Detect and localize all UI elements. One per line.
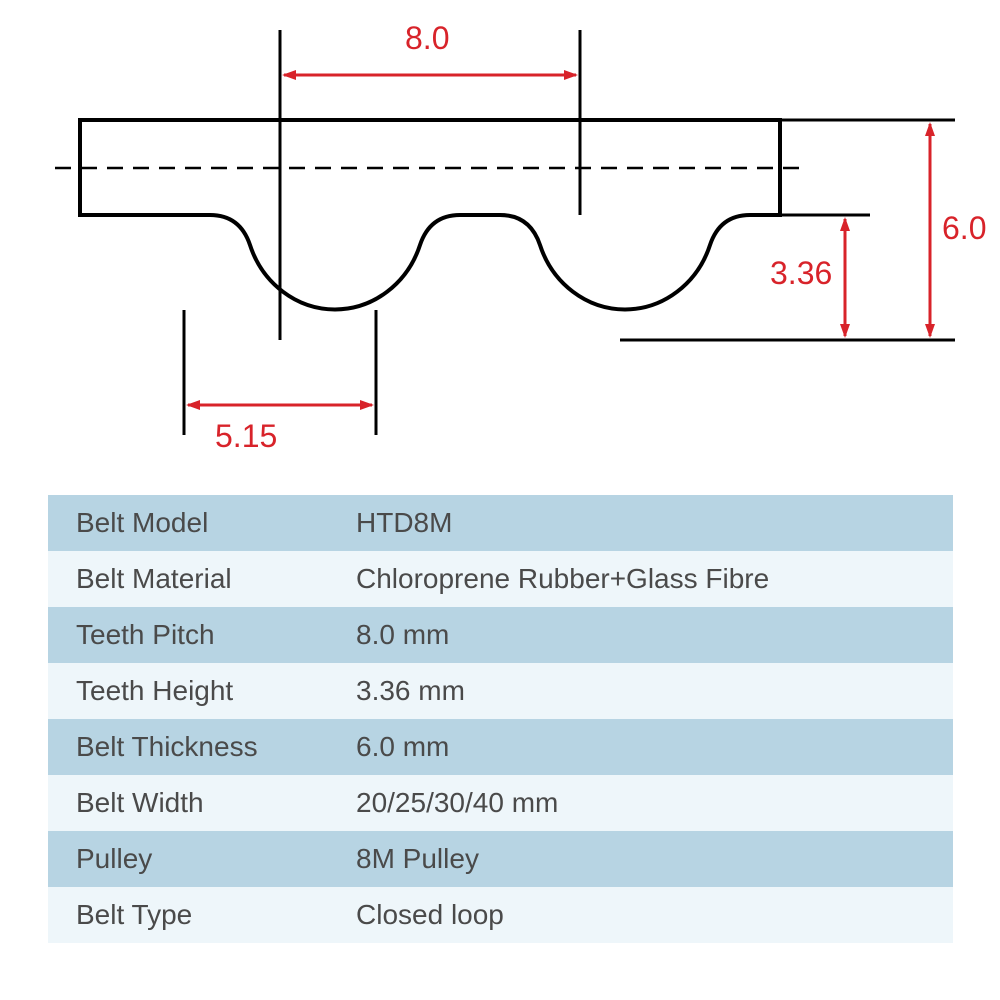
spec-label: Belt Type xyxy=(48,887,328,943)
spec-value: HTD8M xyxy=(328,495,953,551)
table-row: Belt Thickness 6.0 mm xyxy=(48,719,953,775)
spec-table-container: Belt Model HTD8M Belt Material Chloropre… xyxy=(48,495,953,943)
thickness-label: 6.0 xyxy=(942,210,986,247)
pitch-label: 8.0 xyxy=(405,20,449,57)
spec-label: Teeth Height xyxy=(48,663,328,719)
spec-label: Teeth Pitch xyxy=(48,607,328,663)
spec-label: Belt Width xyxy=(48,775,328,831)
table-row: Teeth Pitch 8.0 mm xyxy=(48,607,953,663)
spec-value: 6.0 mm xyxy=(328,719,953,775)
width-label: 5.15 xyxy=(215,418,277,455)
spec-label: Belt Thickness xyxy=(48,719,328,775)
table-row: Belt Material Chloroprene Rubber+Glass F… xyxy=(48,551,953,607)
spec-label: Belt Model xyxy=(48,495,328,551)
spec-value: 20/25/30/40 mm xyxy=(328,775,953,831)
spec-label: Belt Material xyxy=(48,551,328,607)
belt-profile-outline xyxy=(80,120,780,309)
belt-profile-diagram: 8.0 5.15 3.36 6.0 xyxy=(0,0,1000,480)
table-row: Belt Type Closed loop xyxy=(48,887,953,943)
table-row: Teeth Height 3.36 mm xyxy=(48,663,953,719)
table-row: Belt Model HTD8M xyxy=(48,495,953,551)
spec-table: Belt Model HTD8M Belt Material Chloropre… xyxy=(48,495,953,943)
spec-label: Pulley xyxy=(48,831,328,887)
spec-value: Chloroprene Rubber+Glass Fibre xyxy=(328,551,953,607)
table-row: Belt Width 20/25/30/40 mm xyxy=(48,775,953,831)
table-row: Pulley 8M Pulley xyxy=(48,831,953,887)
spec-value: 8.0 mm xyxy=(328,607,953,663)
spec-value: 8M Pulley xyxy=(328,831,953,887)
spec-value: Closed loop xyxy=(328,887,953,943)
toothheight-label: 3.36 xyxy=(770,255,832,292)
spec-value: 3.36 mm xyxy=(328,663,953,719)
